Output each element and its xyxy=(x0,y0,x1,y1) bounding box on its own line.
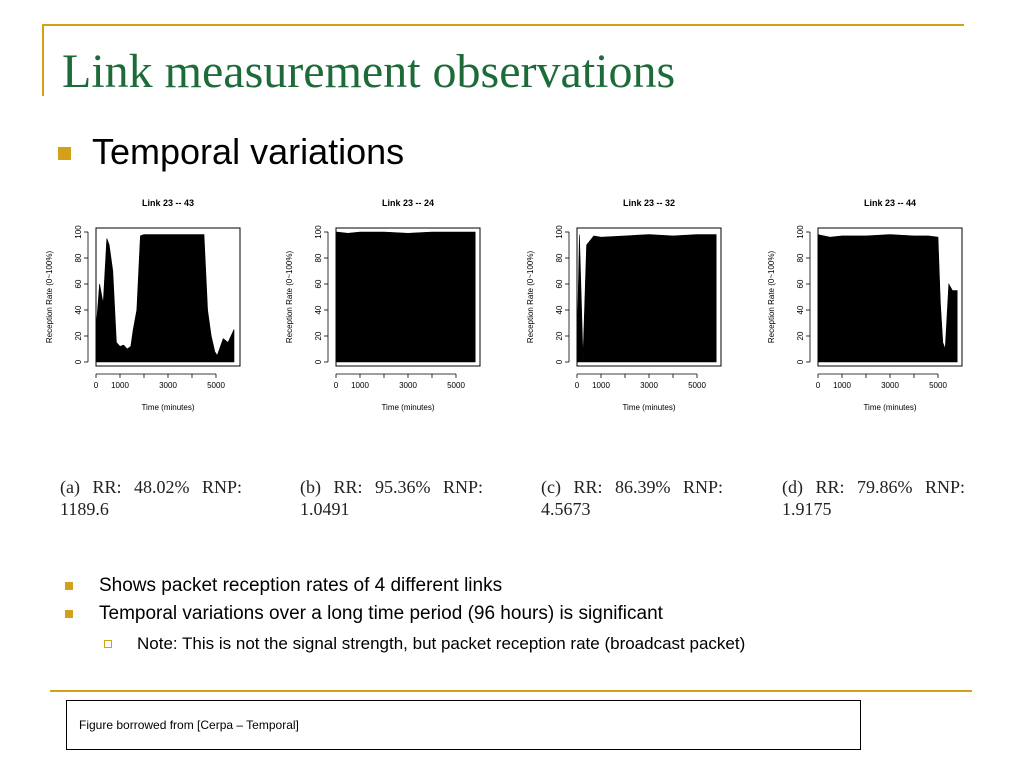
x-axis-label: Time (minutes) xyxy=(381,403,434,412)
y-tick-label: 20 xyxy=(314,331,323,340)
y-tick-label: 40 xyxy=(314,305,323,314)
y-axis-label: Reception Rate (0~100%) xyxy=(45,251,54,344)
x-tick-label: 5000 xyxy=(929,381,947,390)
header-rule xyxy=(42,24,964,26)
chart-title: Link 23 -- 24 xyxy=(382,198,434,208)
chart-svg: Link 23 -- 43 0 20 40 60 80 100 Reception Rate … xyxy=(45,198,241,412)
footer-text: Figure borrowed from [Cerpa – Temporal] xyxy=(79,718,299,732)
bullet-square-icon xyxy=(65,610,73,618)
caption-b-line2: 1.0491 xyxy=(300,499,350,519)
caption-d: (d) RR: 79.86% RNP: 1.9175 xyxy=(782,476,982,520)
series-area xyxy=(95,234,235,363)
y-tick-label: 60 xyxy=(555,279,564,288)
y-tick-label: 60 xyxy=(314,279,323,288)
x-axis-label: Time (minutes) xyxy=(863,403,916,412)
y-tick-label: 40 xyxy=(555,305,564,314)
hollow-square-bullet-icon xyxy=(104,640,112,648)
chart-title: Link 23 -- 43 xyxy=(142,198,194,208)
y-tick-label: 40 xyxy=(796,305,805,314)
caption-c: (c) RR: 86.39% RNP: 4.5673 xyxy=(541,476,741,520)
bullet-square-icon xyxy=(58,147,71,160)
x-tick-label: 5000 xyxy=(447,381,465,390)
bullet-text: Shows packet reception rates of 4 differ… xyxy=(99,575,503,596)
x-tick-label: 1000 xyxy=(592,381,610,390)
y-tick-label: 0 xyxy=(314,359,323,364)
y-tick-label: 20 xyxy=(796,331,805,340)
x-tick-label: 3000 xyxy=(881,381,899,390)
plot-frame xyxy=(335,227,481,367)
y-tick-label: 80 xyxy=(796,253,805,262)
caption-d-line1: (d) RR: 79.86% RNP: xyxy=(782,477,966,497)
x-axis-label: Time (minutes) xyxy=(622,403,675,412)
y-axis-label: Reception Rate (0~100%) xyxy=(285,251,294,344)
x-tick-label: 3000 xyxy=(399,381,417,390)
slide-title: Link measurement observations xyxy=(62,45,676,98)
x-tick-label: 1000 xyxy=(833,381,851,390)
x-tick-label: 5000 xyxy=(688,381,706,390)
x-tick-label: 0 xyxy=(94,381,99,390)
header-side-rule xyxy=(42,24,44,96)
y-tick-label: 0 xyxy=(796,359,805,364)
chart-svg: Link 23 -- 24 0 20 40 60 80 100 Reception Rate … xyxy=(285,198,481,412)
y-tick-label: 0 xyxy=(74,359,83,364)
y-axis-label: Reception Rate (0~100%) xyxy=(526,251,535,344)
y-tick-label: 100 xyxy=(796,225,805,239)
x-tick-label: 1000 xyxy=(351,381,369,390)
y-axis-label: Reception Rate (0~100%) xyxy=(767,251,776,344)
slide-subtitle: Temporal variations xyxy=(92,131,405,172)
y-tick-label: 100 xyxy=(314,225,323,239)
chart-link-23-43: Link 23 -- 43 0 20 40 60 80 100 Reception Rate … xyxy=(42,190,282,435)
x-tick-label: 0 xyxy=(816,381,821,390)
caption-a-line2: 1189.6 xyxy=(60,499,109,519)
chart-link-23-44: Link 23 -- 44 0 20 40 60 80 100 Reception Rate … xyxy=(764,190,1004,435)
footer-box: Figure borrowed from [Cerpa – Temporal] xyxy=(66,700,861,750)
series-area xyxy=(576,234,717,363)
caption-a: (a) RR: 48.02% RNP: 1189.6 xyxy=(60,476,260,520)
x-tick-label: 0 xyxy=(334,381,339,390)
x-tick-label: 3000 xyxy=(640,381,658,390)
series-area xyxy=(817,234,958,363)
chart-link-23-24: Link 23 -- 24 0 20 40 60 80 100 Reception Rate … xyxy=(282,190,522,435)
chart-title: Link 23 -- 44 xyxy=(864,198,916,208)
footer-rule xyxy=(50,690,972,692)
y-tick-label: 20 xyxy=(555,331,564,340)
caption-c-line2: 4.5673 xyxy=(541,499,591,519)
plot-frame xyxy=(576,227,722,367)
y-tick-label: 100 xyxy=(74,225,83,239)
chart-link-23-32: Link 23 -- 32 0 20 40 60 80 100 Reception Rate … xyxy=(523,190,763,435)
y-tick-label: 60 xyxy=(796,279,805,288)
y-tick-label: 40 xyxy=(74,305,83,314)
x-tick-label: 0 xyxy=(575,381,580,390)
y-tick-label: 80 xyxy=(555,253,564,262)
y-tick-label: 100 xyxy=(555,225,564,239)
plot-frame xyxy=(95,227,241,367)
caption-a-line1: (a) RR: 48.02% RNP: xyxy=(60,477,243,497)
chart-svg: Link 23 -- 32 0 20 40 60 80 100 Reception Rate … xyxy=(526,198,722,412)
caption-d-line2: 1.9175 xyxy=(782,499,832,519)
y-tick-label: 60 xyxy=(74,279,83,288)
x-axis-label: Time (minutes) xyxy=(141,403,194,412)
y-tick-label: 80 xyxy=(74,253,83,262)
chart-svg: Link 23 -- 44 0 20 40 60 80 100 Reception Rate … xyxy=(767,198,963,412)
bullet-square-icon xyxy=(65,582,73,590)
plot-frame xyxy=(817,227,963,367)
caption-b: (b) RR: 95.36% RNP: 1.0491 xyxy=(300,476,500,520)
y-tick-label: 20 xyxy=(74,331,83,340)
sub-bullet-text: Note: This is not the signal strength, b… xyxy=(137,634,746,653)
y-tick-label: 80 xyxy=(314,253,323,262)
chart-title: Link 23 -- 32 xyxy=(623,198,675,208)
x-tick-label: 5000 xyxy=(207,381,225,390)
y-tick-label: 0 xyxy=(555,359,564,364)
x-tick-label: 1000 xyxy=(111,381,129,390)
caption-c-line1: (c) RR: 86.39% RNP: xyxy=(541,477,724,497)
series-area xyxy=(335,231,476,363)
bullet-text: Temporal variations over a long time per… xyxy=(99,603,663,624)
caption-b-line1: (b) RR: 95.36% RNP: xyxy=(300,477,484,497)
x-tick-label: 3000 xyxy=(159,381,177,390)
